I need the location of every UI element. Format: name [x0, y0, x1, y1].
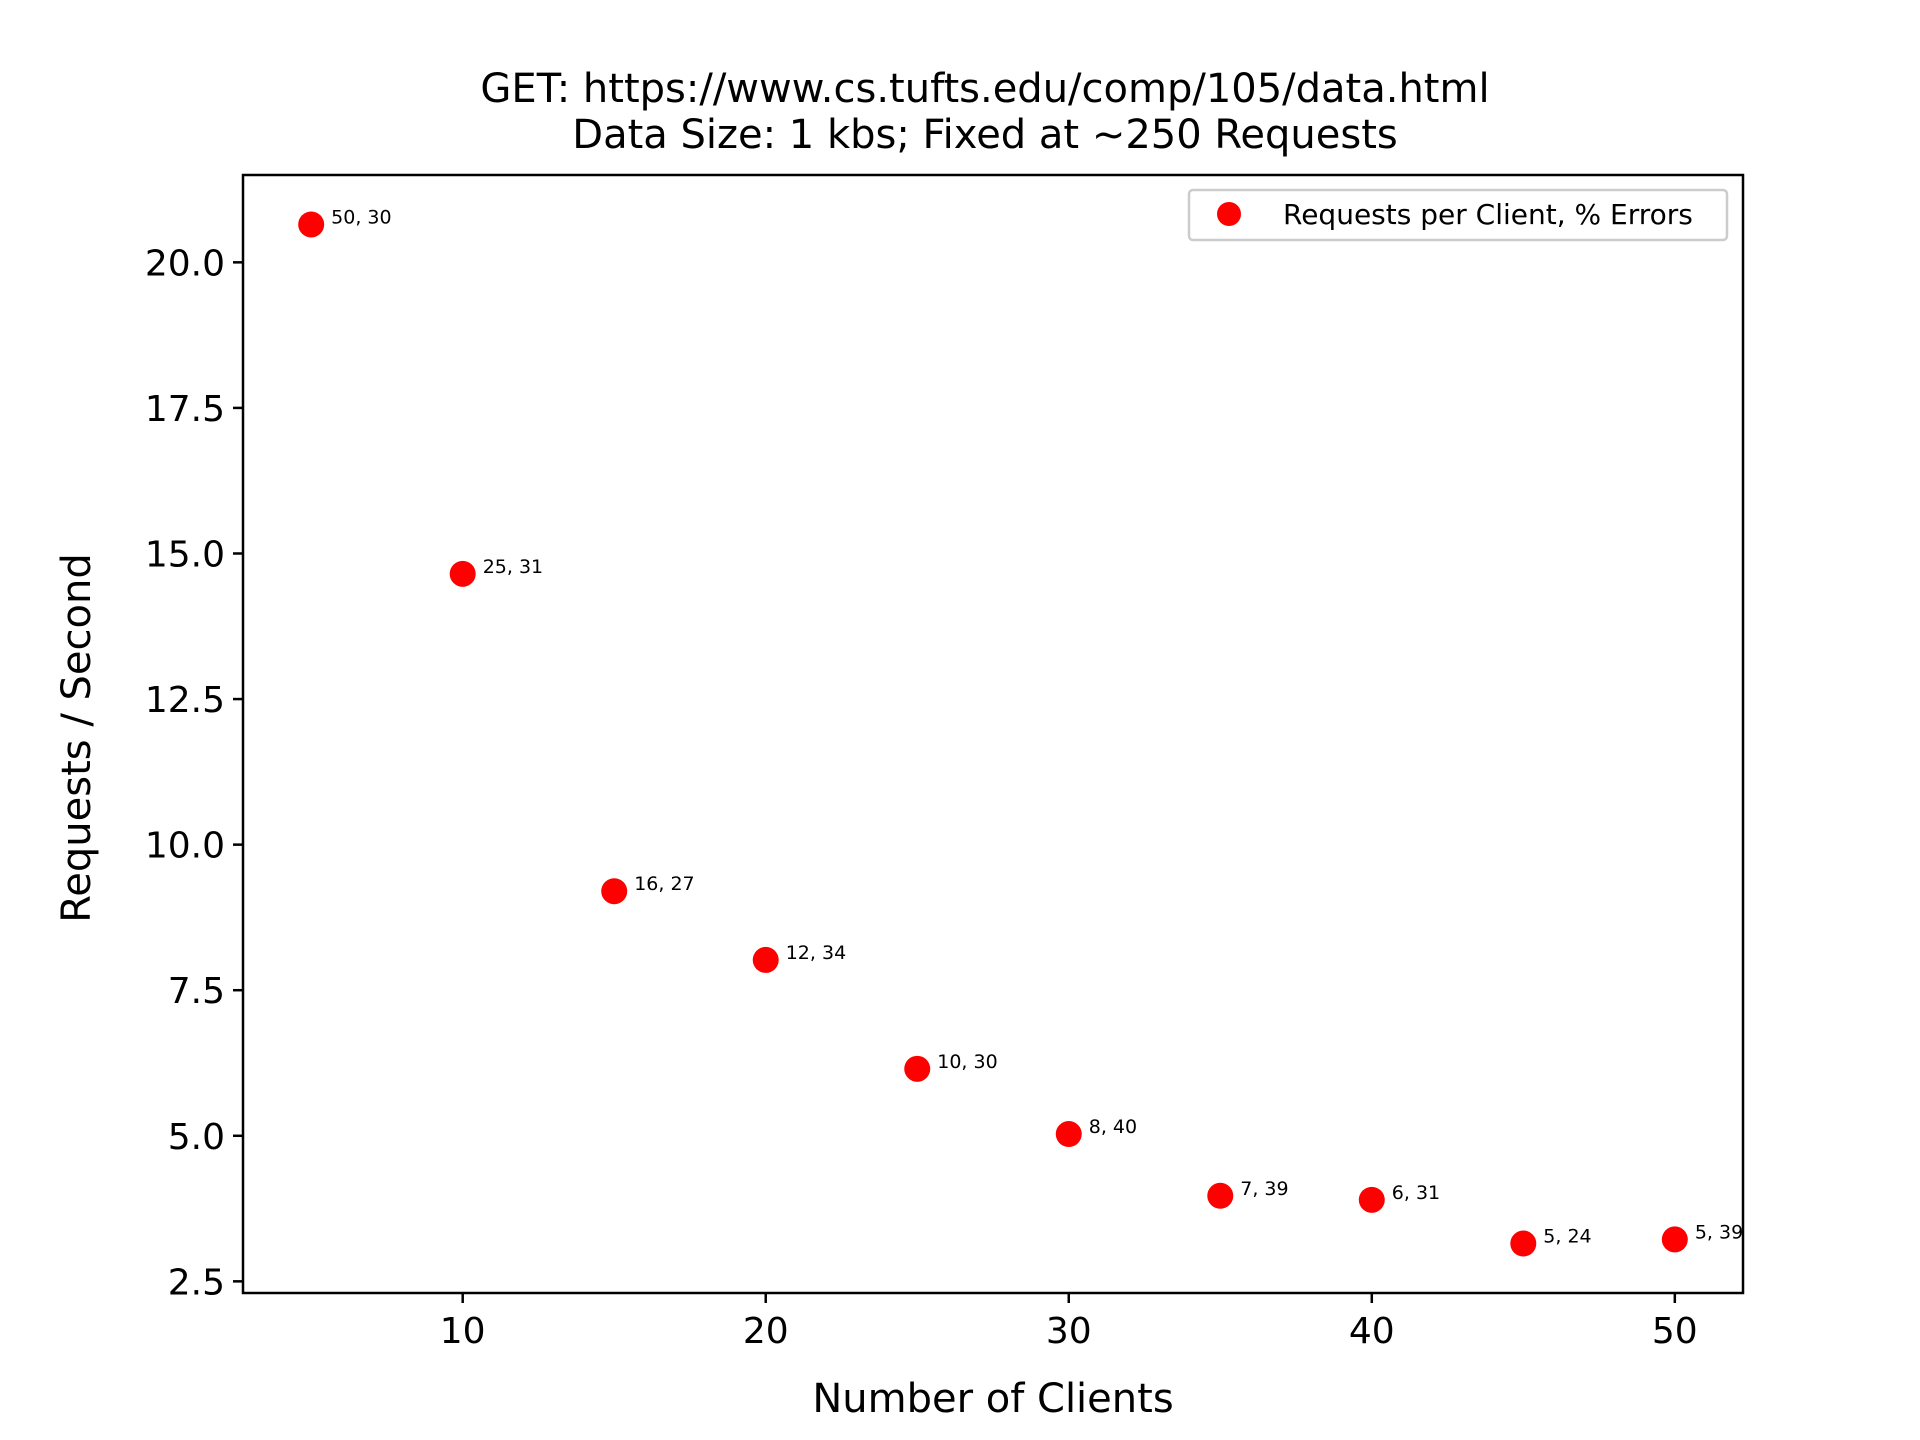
y-tick-label: 12.5 — [145, 680, 225, 721]
data-point-label: 10, 30 — [937, 1051, 997, 1073]
y-tick-label: 10.0 — [145, 826, 225, 867]
data-point-label: 7, 39 — [1240, 1178, 1288, 1200]
data-point — [1358, 1186, 1385, 1213]
data-point-label: 25, 31 — [483, 556, 543, 578]
x-tick-label: 50 — [1652, 1311, 1698, 1352]
chart-title: GET: https://www.cs.tufts.edu/comp/105/d… — [480, 66, 1489, 112]
x-tick-label: 10 — [440, 1311, 486, 1352]
data-point — [601, 878, 628, 905]
data-point — [1207, 1182, 1234, 1209]
y-axis-label: Requests / Second — [54, 553, 100, 922]
y-axis-ticks: 2.5 5.0 7.5 10.0 12.5 15.0 17.5 20.0 — [145, 243, 243, 1303]
data-point — [1661, 1226, 1688, 1253]
y-tick-label: 5.0 — [168, 1117, 225, 1158]
data-point-label: 6, 31 — [1392, 1182, 1440, 1204]
chart-subtitle: Data Size: 1 kbs; Fixed at ~250 Requests — [572, 112, 1397, 158]
y-tick-label: 20.0 — [145, 243, 225, 284]
legend: Requests per Client, % Errors — [1187, 188, 1729, 242]
data-point — [752, 946, 779, 973]
legend-marker — [1217, 202, 1241, 226]
data-point — [1055, 1121, 1082, 1148]
data-point-label: 8, 40 — [1089, 1116, 1137, 1138]
y-tick-label: 7.5 — [168, 971, 225, 1012]
data-point-label: 16, 27 — [634, 873, 694, 895]
data-point — [298, 211, 325, 238]
data-point-label: 5, 39 — [1695, 1221, 1743, 1243]
y-tick-label: 15.0 — [145, 534, 225, 575]
data-point-label: 50, 30 — [331, 206, 391, 228]
x-tick-label: 30 — [1046, 1311, 1092, 1352]
y-tick-label: 17.5 — [145, 389, 225, 430]
plot-frame — [241, 173, 1745, 1295]
data-point-labels: 50, 30 25, 31 16, 27 12, 34 10, 30 8, 40 7, 39… — [331, 206, 1743, 1247]
data-point — [904, 1055, 931, 1082]
data-points — [298, 211, 1688, 1257]
legend-box — [1187, 188, 1729, 242]
x-axis-label: Number of Clients — [812, 1376, 1173, 1422]
legend-label: Requests per Client, % Errors — [1283, 198, 1693, 231]
x-axis-ticks: 10 20 30 40 50 — [440, 1293, 1698, 1352]
data-point-label: 5, 24 — [1543, 1226, 1591, 1248]
y-tick-label: 2.5 — [168, 1262, 225, 1303]
x-tick-label: 40 — [1349, 1311, 1395, 1352]
data-point — [449, 560, 476, 587]
data-point — [1510, 1230, 1537, 1257]
data-point-label: 12, 34 — [786, 942, 846, 964]
x-tick-label: 20 — [743, 1311, 789, 1352]
